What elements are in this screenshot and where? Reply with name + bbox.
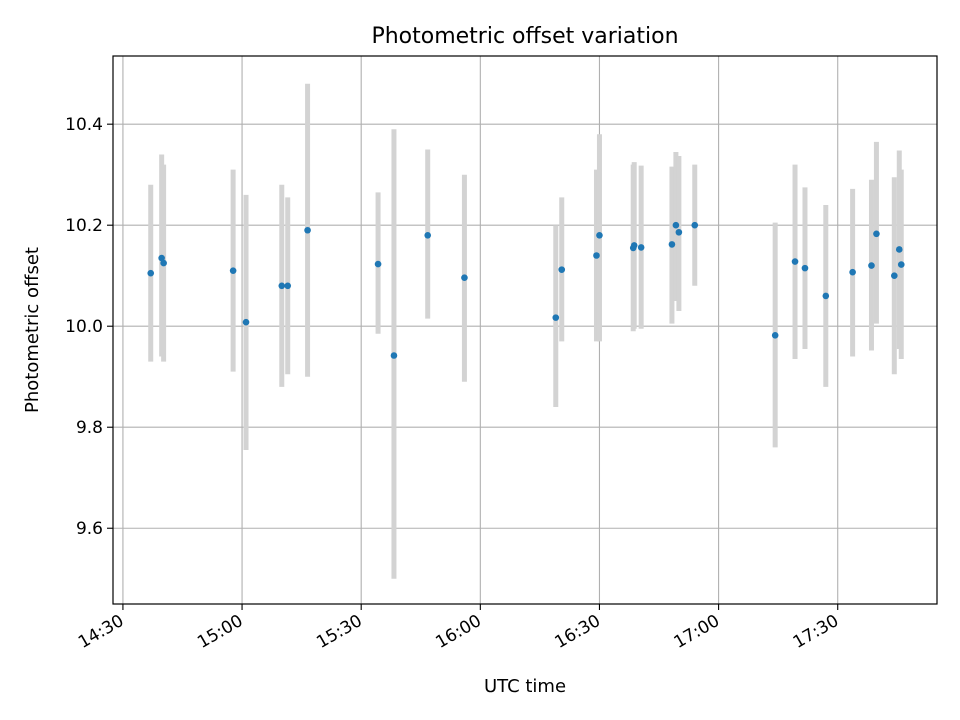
y-axis-label: Photometric offset bbox=[22, 247, 43, 413]
data-point bbox=[771, 332, 779, 339]
data-point bbox=[424, 231, 432, 239]
data-point bbox=[791, 258, 799, 265]
y-tick-label: 9.6 bbox=[76, 519, 103, 539]
data-point bbox=[558, 266, 566, 273]
data-point bbox=[691, 221, 699, 229]
data-point bbox=[630, 242, 638, 249]
data-point bbox=[873, 230, 880, 238]
data-point bbox=[461, 274, 468, 282]
data-point bbox=[637, 244, 645, 251]
data-point bbox=[822, 292, 830, 300]
data-points bbox=[147, 221, 905, 359]
y-tick-label: 10.0 bbox=[65, 317, 103, 337]
data-point bbox=[390, 352, 398, 359]
data-point bbox=[672, 221, 680, 229]
y-axis-ticks: 9.6 9.8 10.0 10.2 10.4 bbox=[65, 115, 113, 539]
data-point bbox=[229, 267, 237, 274]
chart-title: Photometric offset variation bbox=[371, 24, 678, 49]
data-point bbox=[158, 254, 165, 262]
data-point bbox=[374, 260, 382, 268]
x-axis-label: UTC time bbox=[484, 676, 566, 697]
data-point bbox=[891, 272, 898, 280]
data-point bbox=[897, 261, 905, 268]
data-point bbox=[868, 262, 875, 269]
data-point bbox=[242, 318, 250, 326]
data-point bbox=[895, 246, 903, 253]
data-point bbox=[278, 282, 286, 290]
plot-frame bbox=[112, 55, 938, 605]
data-point bbox=[304, 226, 311, 234]
data-point bbox=[849, 268, 856, 276]
data-point bbox=[675, 228, 683, 236]
data-point bbox=[596, 231, 603, 239]
grid-lines bbox=[113, 56, 937, 604]
y-tick-label: 10.4 bbox=[65, 115, 103, 135]
data-point bbox=[668, 241, 676, 248]
y-tick-label: 10.2 bbox=[65, 216, 103, 236]
data-point bbox=[160, 259, 167, 267]
data-point bbox=[552, 314, 560, 321]
data-point bbox=[801, 264, 809, 272]
data-point bbox=[284, 282, 292, 290]
plot-background bbox=[113, 56, 937, 604]
y-tick-label: 9.8 bbox=[76, 418, 103, 438]
data-point bbox=[147, 269, 155, 277]
data-point bbox=[593, 252, 600, 259]
